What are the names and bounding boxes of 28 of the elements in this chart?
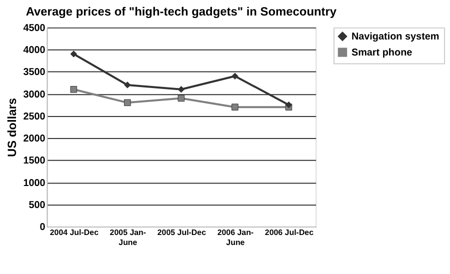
chart-title: Average prices of "high-tech gadgets" in Somecountry — [26, 4, 337, 18]
y-tick-label: 0 — [40, 222, 46, 234]
y-tick-label: 500 — [28, 200, 46, 211]
point — [124, 99, 131, 106]
point — [232, 104, 238, 110]
point — [232, 72, 238, 80]
point — [178, 86, 185, 93]
x-tick-label: 2005 Jul-Dec — [157, 228, 207, 238]
x-tick-label: 2005 Jan-June — [110, 228, 146, 247]
y-tick-label: 4000 — [23, 45, 46, 56]
point — [70, 86, 78, 93]
y-tick-label: 4500 — [23, 22, 46, 34]
y-tick-label: 3500 — [23, 67, 46, 78]
x-tick-label: 2006 Jul-Dec — [264, 228, 314, 238]
point — [70, 50, 78, 58]
y-tick-label: 3000 — [23, 89, 46, 100]
y-tick-label: 1500 — [23, 156, 46, 167]
point — [178, 94, 185, 102]
y-tick-label: 2000 — [23, 134, 46, 145]
point — [124, 82, 131, 88]
x-tick-label: 2004 Jul-Dec — [50, 228, 100, 238]
legend-label: Navigation system — [351, 31, 440, 42]
legend-label: Smart phone — [351, 47, 413, 58]
y-axis-title: US dollars — [5, 98, 20, 158]
y-tick-label: 2500 — [23, 111, 46, 122]
x-tick-label: 2006 Jan-June — [217, 228, 254, 247]
point — [285, 101, 292, 108]
y-tick-label: 1000 — [23, 178, 46, 189]
